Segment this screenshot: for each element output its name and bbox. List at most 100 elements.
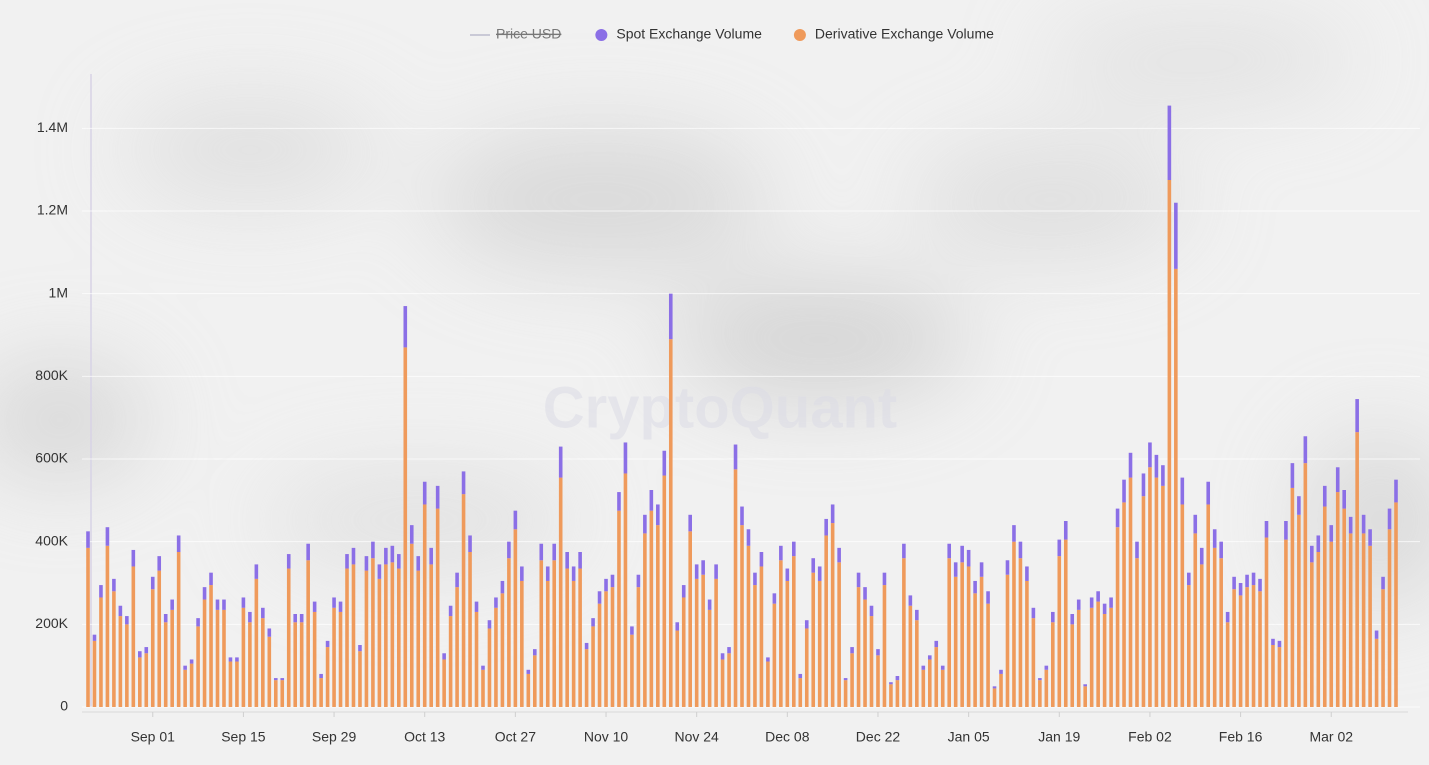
bar-segment bbox=[526, 669, 531, 674]
bar-segment bbox=[746, 545, 751, 707]
bar-segment bbox=[202, 599, 207, 707]
bar-segment bbox=[494, 597, 498, 608]
bar-segment bbox=[979, 562, 984, 577]
bar-segment bbox=[384, 547, 388, 565]
bar-segment bbox=[99, 597, 103, 707]
bar-segment bbox=[435, 485, 440, 509]
bar-segment bbox=[377, 564, 382, 579]
legend-label: Spot Exchange Volume bbox=[616, 26, 762, 42]
bar-segment bbox=[1012, 525, 1016, 542]
bar-segment bbox=[1381, 589, 1385, 707]
x-tick-label: Jan 19 bbox=[1038, 729, 1080, 745]
bar-segment bbox=[1154, 454, 1159, 478]
bar-segment bbox=[1316, 552, 1321, 707]
bar-segment bbox=[921, 669, 926, 707]
bar-segment bbox=[1303, 463, 1308, 707]
bar-segment bbox=[468, 552, 472, 707]
bar-segment bbox=[740, 525, 744, 707]
bar-segment bbox=[1329, 541, 1334, 707]
bar-segment bbox=[1394, 502, 1398, 707]
bar-segment bbox=[455, 587, 459, 707]
bar-segment bbox=[1012, 541, 1016, 707]
bar-segment bbox=[507, 541, 511, 559]
bar-segment bbox=[824, 518, 828, 536]
bar-segment bbox=[545, 566, 550, 581]
bar-segment bbox=[915, 609, 919, 621]
bar-segment bbox=[766, 661, 770, 707]
bar-segment bbox=[273, 680, 278, 707]
bar-segment bbox=[532, 655, 537, 707]
bar-segment bbox=[707, 599, 712, 610]
bar-segment bbox=[520, 566, 524, 581]
bar-segment bbox=[798, 673, 803, 679]
x-tick-label: Oct 27 bbox=[495, 729, 536, 745]
bar-segment bbox=[863, 599, 867, 707]
bar-segment bbox=[1102, 603, 1107, 614]
bar-segment bbox=[1051, 611, 1055, 623]
bar-segment bbox=[882, 572, 887, 586]
bar-segment bbox=[1102, 614, 1107, 707]
bar-segment bbox=[798, 678, 803, 707]
bar-segment bbox=[856, 572, 861, 588]
bar-segment bbox=[830, 504, 835, 524]
bar-segment bbox=[766, 657, 770, 662]
bar-segment bbox=[662, 475, 667, 707]
bar-segment bbox=[843, 680, 848, 707]
bar-segment bbox=[1310, 545, 1314, 563]
x-tick-label: Sep 29 bbox=[312, 729, 357, 745]
bar-segment bbox=[940, 665, 945, 670]
bar-segment bbox=[610, 587, 615, 707]
bar-segment bbox=[1264, 537, 1269, 707]
bar-segment bbox=[1264, 521, 1269, 538]
bar-segment bbox=[759, 566, 764, 707]
bar-segment bbox=[299, 622, 304, 707]
bar-segment bbox=[584, 642, 589, 650]
bar-segment bbox=[254, 564, 259, 579]
bar-segment bbox=[889, 684, 893, 707]
bar-segment bbox=[215, 609, 220, 707]
bar-segment bbox=[1154, 477, 1159, 707]
bar-segment bbox=[850, 647, 854, 654]
bar-segment bbox=[183, 665, 187, 670]
bar-segment bbox=[804, 628, 809, 707]
y-tick-label: 1M bbox=[49, 284, 68, 300]
legend-item[interactable]: Derivative Exchange Volume bbox=[793, 26, 994, 42]
bar-segment bbox=[1083, 684, 1087, 687]
bar-segment bbox=[286, 554, 291, 569]
bar-segment bbox=[1238, 595, 1243, 707]
bar-segment bbox=[1141, 496, 1146, 707]
bar-segment bbox=[1245, 587, 1249, 707]
legend-item[interactable]: Price USD bbox=[470, 26, 561, 42]
bar-segment bbox=[714, 578, 718, 707]
bar-segment bbox=[163, 622, 168, 707]
bar-segment bbox=[869, 605, 874, 617]
bar-segment bbox=[1044, 669, 1049, 707]
bar-segment bbox=[138, 651, 142, 658]
bar-segment bbox=[571, 580, 576, 707]
bar-segment bbox=[701, 560, 705, 575]
bar-segment bbox=[694, 564, 699, 579]
bars bbox=[86, 105, 1398, 707]
bar-segment bbox=[261, 607, 265, 619]
bar-segment bbox=[105, 545, 110, 707]
x-tick-label: Mar 02 bbox=[1309, 729, 1353, 745]
bar-segment bbox=[1083, 686, 1087, 707]
x-tick-label: Feb 02 bbox=[1128, 729, 1172, 745]
bar-segment bbox=[144, 647, 149, 654]
bar-segment bbox=[280, 678, 285, 681]
bar-segment bbox=[286, 568, 291, 707]
bar-segment bbox=[643, 533, 647, 707]
bar-segment bbox=[513, 529, 518, 707]
bar-segment bbox=[1096, 601, 1100, 707]
y-tick-label: 1.4M bbox=[37, 119, 68, 135]
legend-item[interactable]: Spot Exchange Volume bbox=[595, 26, 762, 42]
bar-segment bbox=[461, 494, 466, 707]
bar-segment bbox=[856, 587, 861, 707]
bar-segment bbox=[1212, 529, 1217, 548]
bar-segment bbox=[1051, 622, 1055, 707]
bar-segment bbox=[720, 659, 725, 707]
bar-segment bbox=[804, 620, 809, 629]
y-tick-label: 0 bbox=[60, 698, 68, 714]
legend: Price USD Spot Exchange Volume Derivative … bbox=[470, 26, 994, 42]
bar-segment bbox=[222, 599, 226, 610]
